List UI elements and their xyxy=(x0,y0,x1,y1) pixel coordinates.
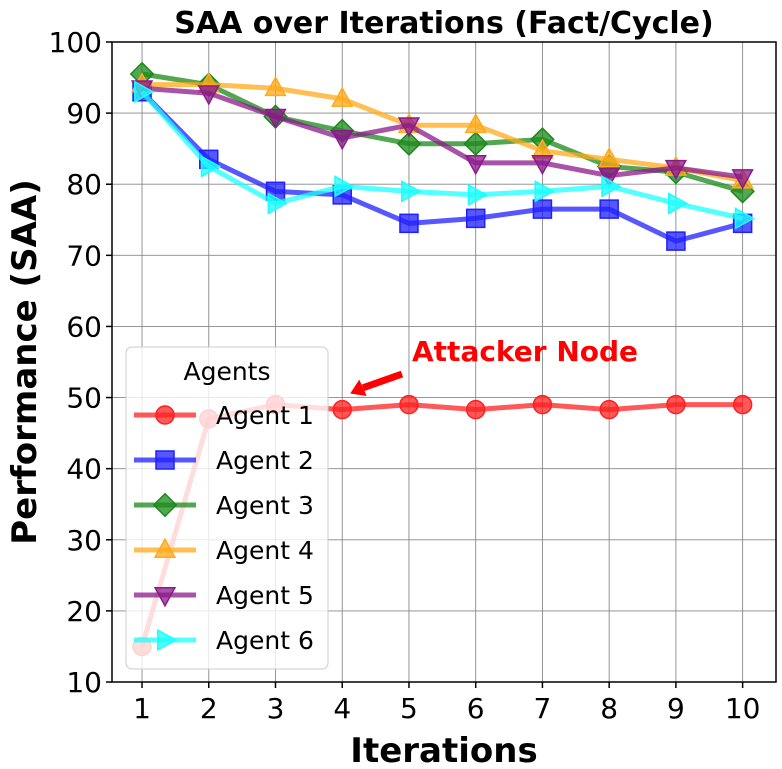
data-point xyxy=(666,231,686,251)
series-layer xyxy=(129,61,755,657)
data-point xyxy=(464,154,487,176)
series-line xyxy=(140,90,744,221)
data-point xyxy=(534,180,555,203)
data-point xyxy=(399,394,419,415)
data-point xyxy=(532,199,553,219)
data-point xyxy=(401,180,422,203)
data-point xyxy=(599,199,619,219)
y-tick-label: 50 xyxy=(66,382,102,415)
data-point xyxy=(666,394,686,415)
data-point xyxy=(264,108,287,130)
y-tick-label: 100 xyxy=(49,26,102,59)
legend-item: Agent 4 xyxy=(134,536,314,565)
data-point xyxy=(267,192,288,215)
data-point xyxy=(531,154,554,176)
annotation-arrow xyxy=(361,370,404,392)
data-point xyxy=(331,86,354,107)
legend-item: Agent 5 xyxy=(134,581,314,610)
plot-area-frame xyxy=(111,41,777,683)
legend-label: Agent 6 xyxy=(216,626,314,655)
data-point xyxy=(664,159,688,181)
series-line xyxy=(142,82,744,184)
y-tick-label: 40 xyxy=(66,453,102,486)
annotation-arrow-head xyxy=(350,379,367,397)
y-tick-label: 60 xyxy=(66,310,102,343)
data-point xyxy=(465,399,486,420)
x-tick-label: 6 xyxy=(467,692,485,725)
x-tick-label: 9 xyxy=(667,692,685,725)
series-line xyxy=(141,71,744,194)
legend-marker xyxy=(152,492,178,518)
series-5 xyxy=(130,80,754,190)
data-point xyxy=(465,208,486,229)
data-point xyxy=(197,85,220,106)
data-point xyxy=(331,130,354,151)
series-line xyxy=(141,85,743,180)
legend-marker xyxy=(153,587,177,608)
legend-marker xyxy=(155,405,175,425)
data-point xyxy=(599,399,619,420)
legend-label: Agent 2 xyxy=(216,446,314,475)
legend-item: Agent 2 xyxy=(134,446,314,475)
legend-marker xyxy=(153,537,177,558)
legend-item: Agent 1 xyxy=(134,401,314,430)
x-tick-label: 5 xyxy=(400,692,418,725)
data-point xyxy=(396,131,422,156)
y-axis-ticks: 10 20 30 40 50 60 70 80 90 100 xyxy=(49,26,112,699)
x-tick-label: 3 xyxy=(267,692,285,725)
x-axis-label: Iterations xyxy=(350,731,537,769)
legend-title: Agents xyxy=(183,357,270,386)
data-point xyxy=(463,131,489,156)
legend-label: Agent 3 xyxy=(216,491,314,520)
data-point xyxy=(334,175,355,198)
legend-label: Agent 4 xyxy=(216,536,314,565)
legend-marker xyxy=(157,628,178,652)
series-line xyxy=(140,90,744,244)
x-tick-label: 4 xyxy=(333,692,351,725)
data-point xyxy=(134,80,155,103)
data-point xyxy=(464,112,487,134)
data-point xyxy=(597,146,621,168)
x-tick-label: 2 xyxy=(200,692,218,725)
x-tick-label: 1 xyxy=(133,692,151,725)
data-point xyxy=(467,183,489,207)
data-point xyxy=(667,192,689,215)
x-axis-ticks: 1 2 3 4 5 6 7 8 9 10 xyxy=(133,682,760,725)
data-point xyxy=(734,207,755,230)
data-point xyxy=(399,213,419,234)
data-point xyxy=(532,394,553,415)
legend-box xyxy=(125,346,329,670)
legend-item: Agent 6 xyxy=(134,626,314,655)
y-tick-label: 30 xyxy=(66,524,102,557)
x-tick-label: 10 xyxy=(725,692,761,725)
annotation-layer: Attacker Node xyxy=(350,335,638,397)
y-tick-label: 70 xyxy=(66,239,102,272)
legend-marker xyxy=(155,450,175,470)
y-tick-label: 90 xyxy=(66,97,102,130)
x-tick-label: 7 xyxy=(534,692,552,725)
data-point xyxy=(731,169,754,190)
data-point xyxy=(264,75,287,97)
chart-title: SAA over Iterations (Fact/Cycle) xyxy=(174,6,714,41)
legend-item: Agent 3 xyxy=(134,491,314,520)
legend-items: Agent 1 Agent 2 Agent 3 Agent 4 Agent 5 Agent… xyxy=(134,401,314,655)
data-point xyxy=(601,175,622,198)
x-tick-label: 8 xyxy=(600,692,618,725)
legend-label: Agent 5 xyxy=(216,581,314,610)
y-axis-label: Performance (SAA) xyxy=(5,179,45,544)
series-6 xyxy=(134,80,755,230)
legend-label: Agent 1 xyxy=(216,401,314,430)
y-tick-label: 80 xyxy=(66,168,102,201)
annotation-label: Attacker Node xyxy=(412,335,638,368)
data-point xyxy=(200,155,222,178)
y-tick-label: 10 xyxy=(66,666,102,699)
y-tick-label: 20 xyxy=(66,595,102,628)
data-point xyxy=(332,399,352,420)
data-point xyxy=(732,394,753,415)
data-point xyxy=(397,117,421,138)
